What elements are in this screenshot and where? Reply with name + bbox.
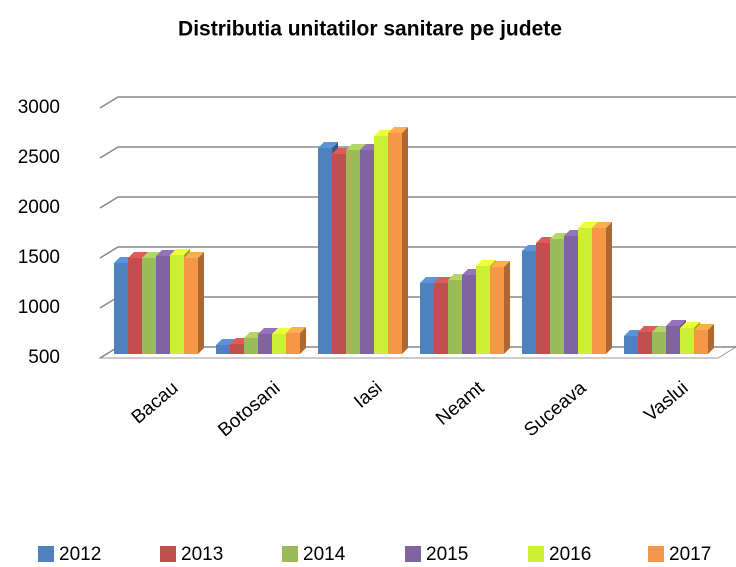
y-tick-label: 2000 — [18, 197, 60, 218]
bar-front — [490, 267, 504, 354]
bar-side — [606, 222, 612, 354]
bar-top — [476, 260, 496, 266]
bar-side — [708, 324, 714, 354]
bar-side — [402, 127, 408, 354]
y-tick-label: 1500 — [18, 247, 60, 268]
bar-top — [490, 261, 510, 267]
bar-top — [318, 142, 338, 148]
bar-side — [300, 327, 306, 354]
y-tick-label: 2500 — [18, 147, 60, 168]
bar-top — [346, 144, 366, 150]
bar-front — [624, 336, 638, 354]
bar-front — [216, 345, 230, 354]
bar-top — [128, 252, 148, 258]
grid-line — [99, 146, 736, 159]
legend-swatch — [405, 546, 421, 562]
x-tick-label: Neamt — [432, 377, 489, 430]
x-tick-label: Iasi — [350, 378, 386, 413]
y-tick-label: 500 — [28, 347, 60, 368]
chart-title: Distributia unitatilor sanitare pe judet… — [178, 18, 562, 41]
bar-front — [374, 136, 388, 354]
bar — [388, 127, 408, 354]
grid-line — [99, 196, 736, 209]
bar-top — [258, 328, 278, 334]
bar-front — [420, 283, 434, 354]
bar-front — [434, 283, 448, 354]
bar-front — [694, 330, 708, 354]
bar-front — [360, 150, 374, 354]
bar-top — [170, 249, 190, 255]
bar-front — [230, 344, 244, 354]
bar-front — [522, 251, 536, 354]
bar-top — [638, 326, 658, 332]
bar — [184, 252, 204, 354]
bar — [694, 324, 714, 354]
y-tick-label: 1000 — [18, 297, 60, 318]
legend-swatch — [648, 546, 664, 562]
bar-top — [694, 324, 714, 330]
legend-label: 2017 — [669, 544, 711, 565]
bar-front — [272, 334, 286, 354]
bar-top — [184, 252, 204, 258]
bar-front — [332, 154, 346, 354]
bar-top — [592, 222, 612, 228]
legend-swatch — [160, 546, 176, 562]
legend-label: 2012 — [59, 544, 101, 565]
bar-front — [142, 258, 156, 354]
bar-front — [244, 338, 258, 354]
bar-front — [550, 239, 564, 354]
y-tick-label: 3000 — [18, 97, 60, 118]
bar — [490, 261, 510, 354]
bar-top — [680, 322, 700, 328]
legend-swatch — [38, 546, 54, 562]
bar — [592, 222, 612, 354]
bar-front — [592, 228, 606, 354]
bar-front — [448, 280, 462, 354]
x-tick-label: Suceava — [520, 377, 590, 441]
bar-front — [578, 228, 592, 354]
grid-line — [99, 96, 736, 109]
legend-label: 2015 — [426, 544, 468, 565]
bar-front — [462, 275, 476, 354]
bar-front — [184, 258, 198, 354]
bar-front — [128, 258, 142, 354]
x-tick-label: Bacau — [128, 378, 183, 429]
bar-front — [156, 256, 170, 354]
legend-swatch — [282, 546, 298, 562]
bar-top — [578, 222, 598, 228]
bar-front — [170, 255, 184, 354]
legend-label: 2013 — [181, 544, 223, 565]
bar-front — [536, 243, 550, 354]
legend-label: 2016 — [549, 544, 591, 565]
bar-top — [666, 320, 686, 326]
bar-front — [258, 334, 272, 354]
x-tick-label: Botosani — [214, 378, 284, 442]
bar-front — [286, 333, 300, 354]
bar-front — [346, 150, 360, 354]
legend-label: 2014 — [303, 544, 346, 565]
bar-side — [504, 261, 510, 354]
bar-top — [388, 127, 408, 133]
x-tick-label: Vaslui — [640, 378, 692, 426]
legend-swatch — [528, 546, 544, 562]
bar-top — [286, 327, 306, 333]
bar-front — [114, 263, 128, 354]
bar-front — [638, 332, 652, 354]
bar-front — [388, 133, 402, 354]
bar-front — [652, 332, 666, 354]
bar-front — [318, 148, 332, 354]
bar-front — [564, 236, 578, 354]
bar-front — [476, 266, 490, 354]
bar — [286, 327, 306, 354]
bar-top — [420, 277, 440, 283]
bar-front — [680, 328, 694, 354]
bar-side — [198, 252, 204, 354]
bar-front — [666, 326, 680, 354]
